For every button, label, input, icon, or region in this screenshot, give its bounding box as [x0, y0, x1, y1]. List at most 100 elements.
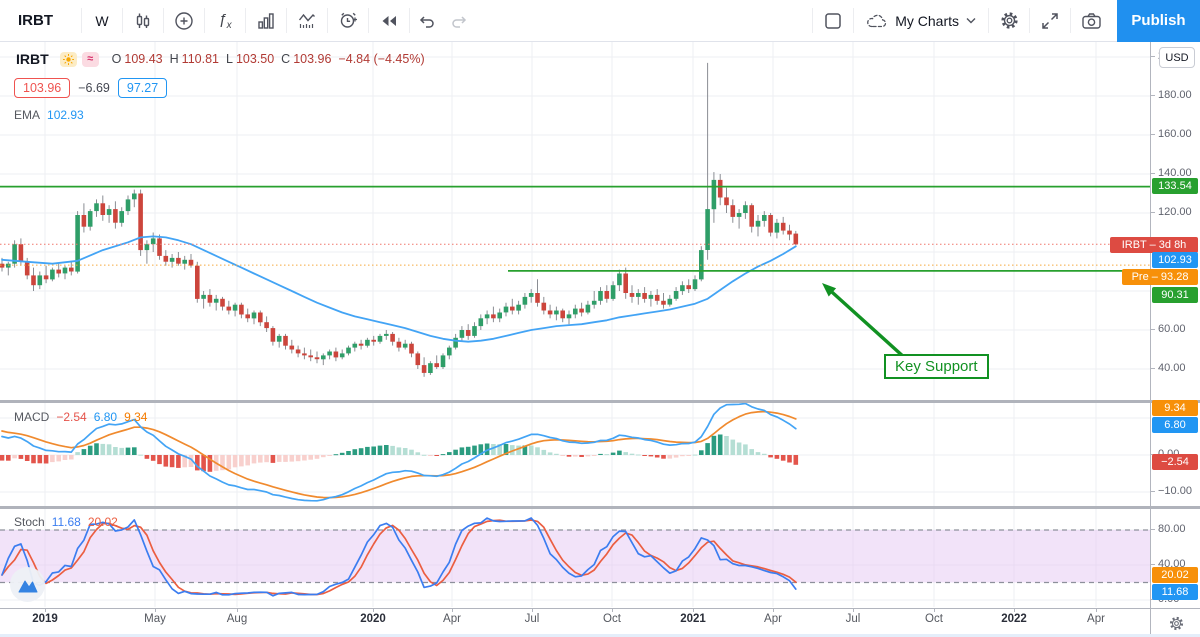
time-tick-mark — [155, 608, 156, 612]
toolbar-separator — [81, 8, 82, 33]
time-tick-label: Apr — [1087, 613, 1105, 625]
time-tick-label: Oct — [603, 613, 621, 625]
toolbar-separator — [163, 8, 164, 33]
price-axis[interactable] — [1150, 42, 1200, 608]
macd-pane — [0, 403, 799, 502]
time-axis[interactable] — [0, 608, 1200, 637]
price-axis-badge: 20.02 — [1152, 567, 1198, 583]
time-tick-mark — [1014, 608, 1015, 612]
bid-badge[interactable]: 103.96 — [14, 78, 71, 98]
time-tick-label: 2020 — [360, 613, 386, 625]
compare-plus-icon — [175, 11, 193, 30]
toolbar-separator — [286, 8, 287, 33]
toolbar-separator — [327, 8, 328, 33]
axis-tick-label: 40.00 — [1151, 362, 1186, 374]
stoch-band — [0, 530, 1150, 583]
time-tick-label: Apr — [764, 613, 782, 625]
chart-canvas[interactable] — [0, 42, 1150, 608]
publish-button[interactable]: Publish — [1117, 0, 1200, 42]
axis-tick-label: −10.00 — [1151, 485, 1192, 497]
time-tick-mark — [237, 608, 238, 612]
key-support-annotation[interactable]: Key Support — [884, 354, 989, 379]
axis-tick-label: 120.00 — [1151, 206, 1192, 218]
main-pane — [0, 62, 1150, 377]
symbol-logo-watermark — [10, 567, 45, 602]
time-tick-mark — [612, 608, 613, 612]
cloud-icon — [867, 14, 887, 27]
time-tick-mark — [853, 608, 854, 612]
axis-settings-cell[interactable] — [1150, 609, 1200, 637]
axis-tick-label: 60.00 — [1151, 323, 1186, 335]
layout-button[interactable] — [813, 2, 853, 40]
time-tick-mark — [373, 608, 374, 612]
compare-button[interactable] — [164, 2, 204, 40]
stoch-legend: Stoch 11.68 20.02 — [14, 515, 118, 529]
redo-button[interactable] — [444, 2, 474, 40]
toolbar-separator — [1029, 8, 1030, 33]
spread-value: −6.69 — [78, 81, 110, 95]
interval-button[interactable]: W — [95, 12, 109, 29]
time-tick-mark — [452, 608, 453, 612]
bar-replay-button[interactable] — [369, 2, 409, 40]
my-charts-menu[interactable]: My Charts — [854, 2, 988, 40]
indicators-button[interactable]: ƒx — [205, 2, 245, 40]
candlestick-style-button[interactable] — [123, 2, 163, 40]
key-support-arrow — [822, 283, 907, 360]
time-tick-label: 2021 — [680, 613, 706, 625]
undo-icon — [419, 15, 434, 28]
stoch-k-value: 11.68 — [51, 515, 81, 529]
redo-icon — [452, 15, 467, 28]
replay-rewind-icon — [382, 15, 396, 26]
chart-settings-button[interactable] — [989, 2, 1029, 40]
time-tick-label: May — [144, 613, 166, 625]
fx-indicators-icon: ƒx — [218, 10, 232, 31]
axis-tick-label: 80.00 — [1151, 523, 1186, 535]
approx-icon: ≈ — [81, 51, 99, 67]
fullscreen-icon — [1042, 12, 1058, 29]
ask-badge[interactable]: 97.27 — [117, 78, 168, 98]
symbol-button[interactable]: IRBT — [18, 12, 53, 29]
legend-symbol[interactable]: IRBT — [16, 51, 49, 67]
time-tick-label: Oct — [925, 613, 943, 625]
macd-line-value: 6.80 — [93, 410, 118, 424]
stoch-pane — [0, 517, 1150, 597]
price-axis-badge: −2.54 — [1152, 454, 1198, 470]
macd-signal-value: 9.34 — [124, 410, 148, 424]
camera-snapshot-icon — [1081, 12, 1101, 29]
stoch-label: Stoch — [14, 515, 45, 529]
axis-tick-label: 140.00 — [1151, 167, 1192, 179]
axis-tick-label: 160.00 — [1151, 128, 1192, 140]
bid-ask-row: 103.96 −6.69 97.27 — [14, 78, 168, 98]
candles-layer — [0, 62, 799, 377]
price-axis-badge: 6.80 — [1152, 417, 1198, 433]
pane-resize-handle-macd[interactable] — [0, 400, 1200, 403]
time-tick-label: Jul — [524, 613, 540, 625]
price-axis-badge: 102.93 — [1152, 252, 1198, 268]
main-series-legend: IRBT ≈ O 109.43 H 110.81 L 103.50 C 103.96 −… — [16, 51, 425, 67]
toolbar-separator — [988, 8, 989, 33]
ohlc-values: O 109.43 H 110.81 L 103.50 C 103.96 −4.84 (−… — [111, 52, 425, 66]
grid-layer — [0, 42, 1150, 607]
currency-toggle[interactable]: USD — [1159, 47, 1195, 68]
stoch-d-value: 20.02 — [87, 515, 118, 529]
top-toolbar: IRBT W ƒx — [0, 0, 1200, 42]
price-axis-badge: 11.68 — [1152, 584, 1198, 600]
toolbar-separator — [204, 8, 205, 33]
macd-label: MACD — [14, 410, 50, 424]
forecast-template-button[interactable] — [287, 2, 327, 40]
indicator-templates-button[interactable] — [246, 2, 286, 40]
time-tick-label: Apr — [443, 613, 461, 625]
time-tick-mark — [693, 608, 694, 612]
indicator-template-icon — [298, 13, 315, 28]
undo-button[interactable] — [410, 2, 444, 40]
pane-resize-handle-stoch[interactable] — [0, 506, 1200, 509]
ema-value: 102.93 — [47, 108, 84, 122]
layout-square-icon — [825, 12, 841, 29]
snapshot-button[interactable] — [1071, 2, 1111, 40]
macd-legend: MACD −2.54 6.80 9.34 — [14, 410, 147, 424]
time-tick-mark — [773, 608, 774, 612]
gear-icon — [1000, 12, 1018, 29]
fullscreen-button[interactable] — [1030, 2, 1070, 40]
create-alert-button[interactable] — [328, 2, 368, 40]
